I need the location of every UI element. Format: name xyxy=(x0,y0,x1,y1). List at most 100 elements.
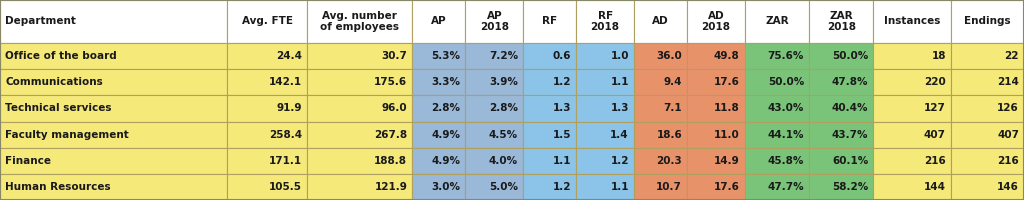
Bar xyxy=(413,43,466,69)
Bar xyxy=(466,69,523,95)
Text: 216: 216 xyxy=(997,156,1019,166)
Bar xyxy=(307,43,413,69)
Text: 258.4: 258.4 xyxy=(269,130,302,140)
Bar xyxy=(227,43,307,69)
Text: Finance: Finance xyxy=(5,156,51,166)
Text: 4.5%: 4.5% xyxy=(488,130,518,140)
Bar xyxy=(0,148,227,174)
Text: 9.4: 9.4 xyxy=(664,77,682,87)
Text: 17.6: 17.6 xyxy=(714,182,739,192)
Text: 7.2%: 7.2% xyxy=(488,51,518,61)
Bar xyxy=(873,69,951,95)
Text: 144: 144 xyxy=(924,182,946,192)
Bar xyxy=(577,0,634,43)
Text: 45.8%: 45.8% xyxy=(768,156,804,166)
Bar xyxy=(413,121,466,148)
Bar xyxy=(523,121,577,148)
Text: 18: 18 xyxy=(932,51,946,61)
Bar xyxy=(634,95,687,121)
Bar xyxy=(523,0,577,43)
Bar xyxy=(951,0,1024,43)
Text: 175.6: 175.6 xyxy=(374,77,408,87)
Text: 1.2: 1.2 xyxy=(553,77,571,87)
Text: 22: 22 xyxy=(1005,51,1019,61)
Bar xyxy=(307,121,413,148)
Bar xyxy=(307,148,413,174)
Bar xyxy=(523,174,577,200)
Bar xyxy=(744,174,809,200)
Bar xyxy=(0,0,227,43)
Bar xyxy=(227,174,307,200)
Bar xyxy=(744,0,809,43)
Bar xyxy=(227,148,307,174)
Text: 10.7: 10.7 xyxy=(656,182,682,192)
Bar xyxy=(413,148,466,174)
Bar xyxy=(227,95,307,121)
Text: 2.8%: 2.8% xyxy=(431,103,461,113)
Bar xyxy=(307,69,413,95)
Bar xyxy=(809,174,873,200)
Bar xyxy=(634,121,687,148)
Bar xyxy=(577,95,634,121)
Text: 216: 216 xyxy=(924,156,946,166)
Text: Department: Department xyxy=(5,17,76,26)
Bar xyxy=(227,0,307,43)
Text: 1.2: 1.2 xyxy=(610,156,629,166)
Bar xyxy=(634,43,687,69)
Bar xyxy=(577,43,634,69)
Text: 1.3: 1.3 xyxy=(553,103,571,113)
Text: 18.6: 18.6 xyxy=(656,130,682,140)
Bar xyxy=(227,121,307,148)
Bar xyxy=(307,174,413,200)
Bar xyxy=(466,148,523,174)
Bar xyxy=(523,95,577,121)
Text: 24.4: 24.4 xyxy=(276,51,302,61)
Bar xyxy=(307,95,413,121)
Text: 43.7%: 43.7% xyxy=(831,130,868,140)
Bar xyxy=(744,121,809,148)
Bar xyxy=(0,69,227,95)
Bar xyxy=(873,148,951,174)
Bar xyxy=(951,148,1024,174)
Text: Instances: Instances xyxy=(884,17,940,26)
Text: 1.5: 1.5 xyxy=(553,130,571,140)
Bar xyxy=(523,69,577,95)
Bar xyxy=(809,121,873,148)
Text: 3.9%: 3.9% xyxy=(489,77,518,87)
Bar xyxy=(577,69,634,95)
Text: 4.9%: 4.9% xyxy=(431,156,461,166)
Text: 407: 407 xyxy=(997,130,1019,140)
Text: 47.7%: 47.7% xyxy=(767,182,804,192)
Text: 105.5: 105.5 xyxy=(269,182,302,192)
Bar xyxy=(413,69,466,95)
Text: 14.9: 14.9 xyxy=(714,156,739,166)
Text: 58.2%: 58.2% xyxy=(833,182,868,192)
Bar xyxy=(951,174,1024,200)
Text: 146: 146 xyxy=(997,182,1019,192)
Bar xyxy=(951,69,1024,95)
Bar xyxy=(873,0,951,43)
Text: 188.8: 188.8 xyxy=(374,156,408,166)
Text: 220: 220 xyxy=(924,77,946,87)
Text: AD: AD xyxy=(652,17,669,26)
Bar xyxy=(466,0,523,43)
Bar xyxy=(577,174,634,200)
Bar xyxy=(466,174,523,200)
Text: 126: 126 xyxy=(997,103,1019,113)
Text: 47.8%: 47.8% xyxy=(831,77,868,87)
Bar xyxy=(744,69,809,95)
Text: 1.1: 1.1 xyxy=(553,156,571,166)
Text: 1.1: 1.1 xyxy=(610,77,629,87)
Bar xyxy=(466,121,523,148)
Text: 3.0%: 3.0% xyxy=(431,182,461,192)
Text: 407: 407 xyxy=(924,130,946,140)
Text: 4.0%: 4.0% xyxy=(488,156,518,166)
Text: 11.8: 11.8 xyxy=(714,103,739,113)
Bar xyxy=(873,95,951,121)
Text: 4.9%: 4.9% xyxy=(431,130,461,140)
Text: 1.4: 1.4 xyxy=(610,130,629,140)
Text: 1.3: 1.3 xyxy=(610,103,629,113)
Text: 5.3%: 5.3% xyxy=(431,51,461,61)
Bar xyxy=(307,0,413,43)
Bar xyxy=(687,69,744,95)
